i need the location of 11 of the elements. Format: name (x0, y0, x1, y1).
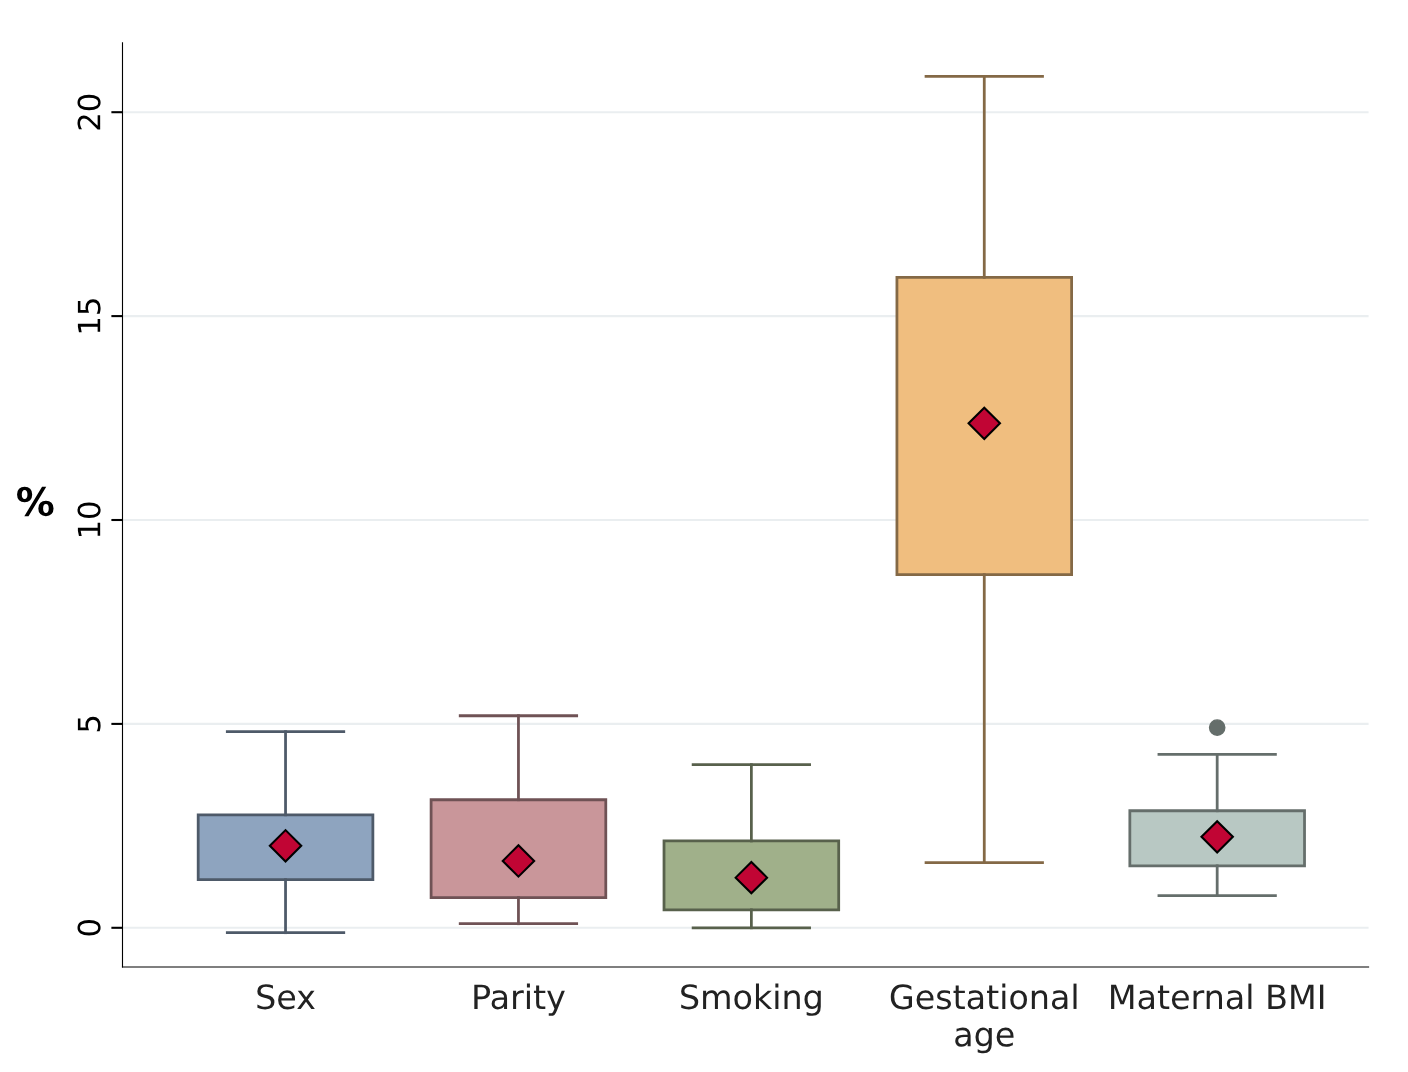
y-tick-label: 15 (77, 299, 101, 333)
x-tick-label: Parity (474, 983, 565, 1016)
y-axis-title: % (17, 486, 54, 517)
x-tick-label: Sex (257, 984, 315, 1010)
y-tick-label: 20 (77, 94, 101, 130)
y-tick-label: 0 (77, 920, 101, 936)
x-tick-label: Maternal BMI (1111, 983, 1324, 1010)
x-tick-label: Gestational age (890, 983, 1077, 1054)
y-tick-label: 5 (77, 716, 101, 732)
x-tick-label: Smoking (681, 983, 821, 1016)
y-tick-label: 10 (77, 502, 101, 537)
